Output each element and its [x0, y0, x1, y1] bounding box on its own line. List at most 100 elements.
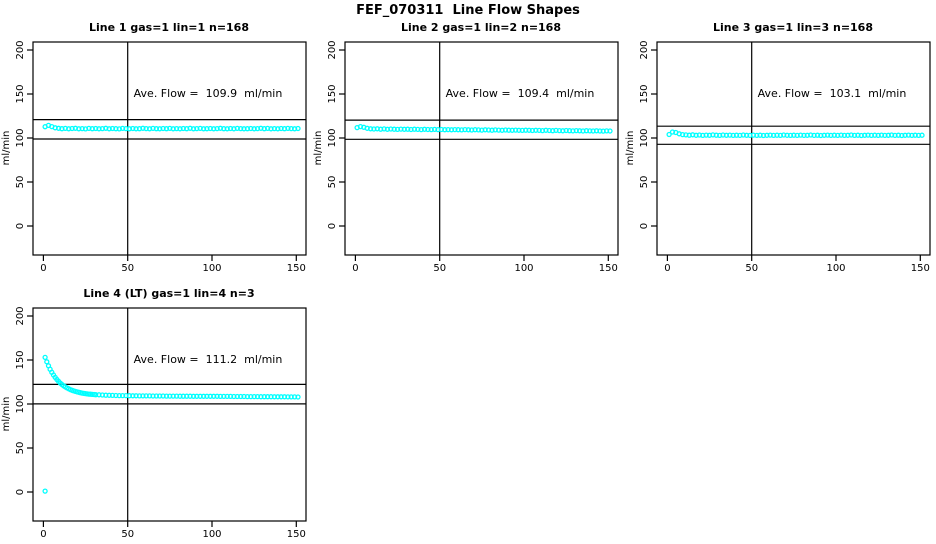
data-point — [93, 125, 99, 132]
data-point — [563, 127, 569, 134]
x-tick-label: 0 — [40, 529, 46, 540]
data-point — [848, 132, 854, 138]
plot-box — [656, 41, 931, 256]
data-point — [214, 393, 220, 399]
data-point — [428, 126, 434, 133]
data-point — [875, 132, 881, 139]
y-tick-label: 200 — [639, 40, 650, 59]
data-point — [597, 128, 603, 134]
avg-flow-annotation: Ave. Flow = 109.4 ml/min — [446, 87, 595, 100]
plot-box — [32, 307, 307, 522]
data-point — [224, 126, 230, 132]
y-tick-label: 200 — [327, 40, 338, 59]
plot-content: 0 50 100 150 200 0 50 100 150 — [639, 40, 931, 274]
data-point — [885, 132, 891, 138]
data-point — [787, 132, 794, 139]
data-point — [153, 393, 160, 399]
data-point — [512, 127, 519, 133]
data-point — [190, 126, 197, 132]
panel-line-3: Line 3 gas=1 lin=3 n=168 ml/min Ave. Flo… — [624, 16, 936, 274]
y-tick-label: 0 — [639, 223, 650, 229]
data-point — [587, 128, 593, 134]
data-point — [275, 394, 281, 400]
data-point — [391, 126, 397, 132]
data-point — [367, 126, 374, 132]
data-point — [754, 132, 760, 139]
data-point — [93, 392, 99, 398]
plot-content: 0 50 100 150 200 0 50 100 150 — [15, 40, 307, 274]
y-tick-label: 150 — [639, 84, 650, 103]
data-point — [69, 125, 75, 132]
data-point — [679, 131, 686, 138]
data-point — [130, 393, 136, 399]
data-point — [261, 126, 267, 132]
data-point — [717, 132, 723, 139]
data-point — [465, 127, 472, 133]
y-tick-label: 50 — [639, 176, 650, 189]
y-tick-label: 0 — [15, 489, 26, 495]
data-point — [285, 394, 291, 400]
avg-flow-annotation: Ave. Flow = 111.2 ml/min — [134, 353, 283, 366]
data-point — [140, 125, 146, 131]
data-points — [354, 123, 613, 134]
plot-box — [32, 41, 307, 256]
data-point — [177, 393, 183, 399]
y-axis-label: ml/min — [625, 131, 636, 166]
data-point — [764, 132, 770, 138]
data-point — [526, 127, 532, 133]
y-tick-label: 0 — [327, 223, 338, 229]
data-point — [536, 127, 542, 134]
data-point — [502, 127, 509, 133]
x-tick-label: 150 — [911, 263, 930, 274]
data-point — [489, 127, 495, 133]
data-point — [200, 393, 207, 399]
data-point — [42, 354, 48, 361]
data-point — [909, 132, 915, 139]
x-tick-label: 100 — [826, 263, 845, 274]
line-3-plot: Line 3 gas=1 lin=3 n=168 ml/min Ave. Flo… — [625, 21, 931, 274]
data-point — [130, 125, 136, 132]
panel-line-4: Line 4 (LT) gas=1 lin=4 n=3 ml/min Ave. … — [0, 282, 312, 540]
data-point — [106, 126, 112, 132]
panel-title: Line 1 gas=1 lin=1 n=168 — [89, 21, 249, 34]
x-tick-label: 150 — [599, 263, 618, 274]
data-point — [275, 126, 281, 132]
avg-flow-annotation: Ave. Flow = 103.1 ml/min — [758, 87, 907, 100]
data-point — [573, 127, 579, 134]
y-tick-label: 100 — [327, 128, 338, 147]
data-point — [475, 127, 482, 133]
data-point — [899, 132, 905, 139]
data-point — [55, 125, 62, 131]
data-point — [693, 132, 699, 138]
x-tick-label: 50 — [121, 263, 134, 274]
data-point — [238, 393, 244, 400]
x-tick-label: 0 — [664, 263, 670, 274]
y-tick-label: 50 — [15, 176, 26, 189]
x-tick-label: 150 — [287, 529, 306, 540]
data-point — [607, 128, 613, 134]
data-point — [214, 125, 220, 132]
data-point — [163, 126, 170, 132]
y-tick-label: 150 — [327, 84, 338, 103]
data-point — [862, 132, 868, 138]
y-tick-label: 150 — [15, 350, 26, 369]
x-tick-label: 150 — [287, 263, 306, 274]
data-point — [42, 488, 48, 494]
plot-content: 0 50 100 150 200 0 50 100 150 — [327, 40, 619, 274]
data-point — [190, 393, 197, 399]
panel-line-1: Line 1 gas=1 lin=1 n=168 ml/min Ave. Flo… — [0, 16, 312, 274]
data-point — [163, 393, 170, 399]
data-point — [177, 126, 183, 132]
y-tick-label: 100 — [639, 128, 650, 147]
panel-title: Line 2 gas=1 lin=2 n=168 — [401, 21, 561, 34]
data-points — [42, 122, 301, 132]
data-point — [116, 392, 122, 399]
x-tick-label: 50 — [433, 263, 446, 274]
y-tick-label: 50 — [327, 176, 338, 189]
y-tick-label: 100 — [15, 394, 26, 413]
data-point — [405, 126, 411, 132]
y-tick-label: 150 — [15, 84, 26, 103]
data-point — [251, 126, 257, 132]
data-point — [740, 132, 746, 138]
data-point — [200, 126, 207, 132]
